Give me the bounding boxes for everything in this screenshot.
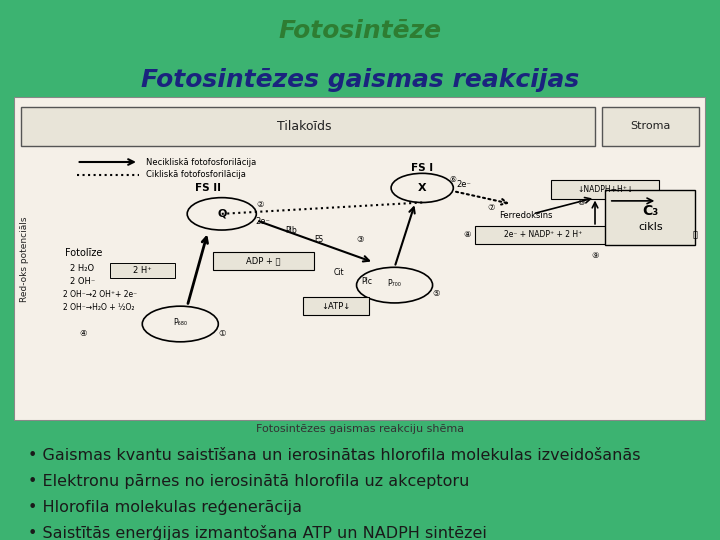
- Text: Fotolīze: Fotolīze: [65, 248, 102, 258]
- Text: ADP + ⓟ: ADP + ⓟ: [246, 256, 281, 265]
- Text: ⑧: ⑧: [464, 231, 471, 239]
- Text: Q: Q: [217, 209, 227, 219]
- FancyBboxPatch shape: [606, 190, 696, 245]
- Text: Fotosintēze: Fotosintēze: [279, 19, 441, 43]
- FancyBboxPatch shape: [213, 252, 314, 270]
- Text: • Saistītās enerģijas izmantošana ATP un NADPH sintēzei: • Saistītās enerģijas izmantošana ATP un…: [28, 525, 487, 540]
- Text: C₃: C₃: [642, 204, 658, 218]
- Text: Red-oks potenciāls: Red-oks potenciāls: [20, 217, 30, 302]
- Text: FS I: FS I: [411, 164, 433, 173]
- Text: ⑩: ⑩: [577, 198, 585, 207]
- Text: Necikliskā fotofosforilācija: Necikliskā fotofosforilācija: [145, 158, 256, 166]
- Text: ③: ③: [356, 235, 364, 244]
- FancyBboxPatch shape: [552, 180, 660, 199]
- Text: Ferredoksīns: Ferredoksīns: [499, 211, 553, 220]
- Text: 2 H₂O: 2 H₂O: [70, 265, 94, 273]
- Text: P₆₈₀: P₆₈₀: [174, 318, 187, 327]
- Text: Cit: Cit: [334, 268, 345, 276]
- Text: 2e⁻: 2e⁻: [456, 180, 471, 189]
- Text: ⑨: ⑨: [591, 252, 599, 260]
- Text: 2e⁻: 2e⁻: [256, 218, 271, 226]
- Text: 2 OH⁻: 2 OH⁻: [70, 278, 95, 286]
- Text: 2 OH⁻→H₂O + ½O₂: 2 OH⁻→H₂O + ½O₂: [63, 303, 135, 312]
- FancyBboxPatch shape: [475, 226, 611, 244]
- Text: P₇₀₀: P₇₀₀: [387, 279, 402, 288]
- Text: FS: FS: [314, 235, 323, 244]
- Text: • Elektronu pārnes no ierosinātā hlorofila uz akceptoru: • Elektronu pārnes no ierosinātā hlorofi…: [28, 474, 469, 489]
- Text: ⑥: ⑥: [450, 176, 456, 184]
- Text: Plb: Plb: [285, 226, 297, 234]
- Text: cikls: cikls: [638, 222, 662, 232]
- Text: Cikliskā fotofosforilācija: Cikliskā fotofosforilācija: [145, 171, 246, 179]
- FancyBboxPatch shape: [302, 297, 369, 315]
- Text: 2e⁻ + NADP⁺ + 2 H⁺: 2e⁻ + NADP⁺ + 2 H⁺: [504, 231, 582, 239]
- Text: 2 OH⁻→2 OH⁺+ 2e⁻: 2 OH⁻→2 OH⁺+ 2e⁻: [63, 291, 137, 299]
- Text: ①: ①: [218, 329, 225, 338]
- FancyBboxPatch shape: [109, 264, 175, 278]
- Text: Plc: Plc: [361, 278, 372, 286]
- Bar: [22, 107, 595, 146]
- Text: ⑤: ⑤: [432, 289, 440, 298]
- Text: 2 H⁺: 2 H⁺: [133, 266, 152, 275]
- Text: Fotosintēzes gaismas reakcijas: Fotosintēzes gaismas reakcijas: [141, 68, 579, 92]
- Text: Fotosintēzes gaismas reakciju shēma: Fotosintēzes gaismas reakciju shēma: [256, 424, 464, 434]
- Text: ↓ATP↓: ↓ATP↓: [321, 302, 351, 310]
- Text: • Gaismas kvantu saistīšana un ierosinātas hlorofila molekulas izveidošanās: • Gaismas kvantu saistīšana un ierosināt…: [28, 448, 641, 463]
- Text: X: X: [418, 183, 426, 193]
- Text: ④: ④: [80, 329, 87, 338]
- Text: Tilakoīds: Tilakoīds: [277, 120, 332, 133]
- Text: ↓NADPH+H⁺↓: ↓NADPH+H⁺↓: [577, 185, 634, 194]
- Text: FS II: FS II: [195, 183, 221, 193]
- Text: ②: ②: [256, 200, 264, 208]
- Text: ⑪: ⑪: [693, 231, 698, 239]
- Bar: [602, 107, 698, 146]
- Text: ⑦: ⑦: [487, 203, 495, 212]
- Text: Stroma: Stroma: [630, 122, 670, 131]
- Text: • Hlorofila molekulas reģenerācija: • Hlorofila molekulas reģenerācija: [28, 500, 302, 515]
